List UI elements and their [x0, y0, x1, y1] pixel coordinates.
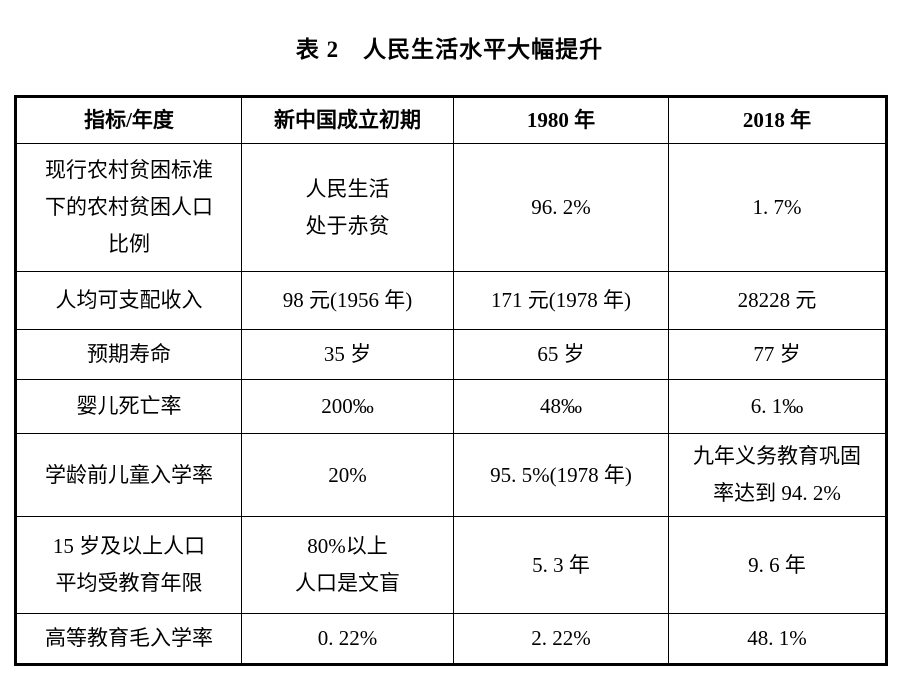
header-cell-2018: 2018 年	[668, 96, 887, 144]
cell-2018: 九年义务教育巩固 率达到 94. 2%	[668, 433, 887, 517]
cell-1980: 5. 3 年	[453, 516, 669, 614]
cell-1980: 2. 22%	[453, 613, 669, 665]
table-row-years-of-education: 15 岁及以上人口 平均受教育年限 80%以上 人口是文盲 5. 3 年 9. …	[15, 516, 887, 614]
cell-2018: 1. 7%	[668, 143, 887, 272]
cell-indicator: 现行农村贫困标准 下的农村贫困人口 比例	[15, 143, 242, 272]
cell-early: 98 元(1956 年)	[241, 271, 454, 330]
cell-1980: 96. 2%	[453, 143, 669, 272]
cell-early: 人民生活 处于赤贫	[241, 143, 454, 272]
cell-1980: 95. 5%(1978 年)	[453, 433, 669, 517]
cell-indicator: 预期寿命	[15, 329, 242, 380]
cell-indicator: 学龄前儿童入学率	[15, 433, 242, 517]
cell-1980: 48‰	[453, 379, 669, 434]
cell-1980: 65 岁	[453, 329, 669, 380]
cell-early: 200‰	[241, 379, 454, 434]
cell-2018: 28228 元	[668, 271, 887, 330]
cell-early: 35 岁	[241, 329, 454, 380]
cell-2018: 6. 1‰	[668, 379, 887, 434]
table-row-infant-mortality: 婴儿死亡率 200‰ 48‰ 6. 1‰	[15, 379, 887, 434]
cell-indicator: 15 岁及以上人口 平均受教育年限	[15, 516, 242, 614]
cell-indicator: 高等教育毛入学率	[15, 613, 242, 665]
cell-early: 0. 22%	[241, 613, 454, 665]
table-title: 表 2 人民生活水平大幅提升	[295, 37, 604, 62]
indicators-table: 指标/年度 新中国成立初期 1980 年 2018 年 现行农村贫困标准 下的农…	[14, 95, 888, 666]
table-row-rural-poverty: 现行农村贫困标准 下的农村贫困人口 比例 人民生活 处于赤贫 96. 2% 1.…	[15, 143, 887, 272]
table-row-preschool-enrollment: 学龄前儿童入学率 20% 95. 5%(1978 年) 九年义务教育巩固 率达到…	[15, 433, 887, 517]
cell-2018: 77 岁	[668, 329, 887, 380]
cell-indicator: 婴儿死亡率	[15, 379, 242, 434]
header-cell-1980: 1980 年	[453, 96, 669, 144]
cell-early: 20%	[241, 433, 454, 517]
table-row-life-expectancy: 预期寿命 35 岁 65 岁 77 岁	[15, 329, 887, 380]
table-row-disposable-income: 人均可支配收入 98 元(1956 年) 171 元(1978 年) 28228…	[15, 271, 887, 330]
cell-indicator: 人均可支配收入	[15, 271, 242, 330]
cell-2018: 48. 1%	[668, 613, 887, 665]
cell-2018: 9. 6 年	[668, 516, 887, 614]
cell-1980: 171 元(1978 年)	[453, 271, 669, 330]
cell-early: 80%以上 人口是文盲	[241, 516, 454, 614]
table-row-higher-education: 高等教育毛入学率 0. 22% 2. 22% 48. 1%	[15, 613, 887, 665]
header-cell-early-prc: 新中国成立初期	[241, 96, 454, 144]
header-row: 指标/年度 新中国成立初期 1980 年 2018 年	[15, 96, 887, 144]
header-cell-indicator: 指标/年度	[15, 96, 242, 144]
